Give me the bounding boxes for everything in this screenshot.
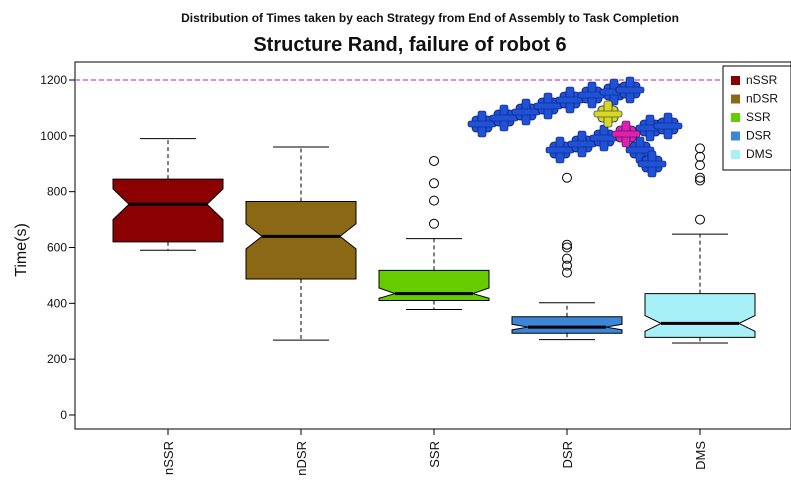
robot-module xyxy=(625,136,655,164)
module-connector xyxy=(625,146,655,154)
y-tick-label: 0 xyxy=(60,408,67,422)
outlier-point xyxy=(695,172,705,183)
outlier-point xyxy=(695,214,705,225)
y-axis: 0 200 400 600 800 1000 1200 xyxy=(40,73,75,422)
y-tick-label: 800 xyxy=(47,185,67,199)
legend-label: nSSR xyxy=(746,73,778,87)
robot-module xyxy=(653,112,683,140)
legend-swatch xyxy=(731,94,740,104)
module-connector xyxy=(567,140,597,148)
outlier-point xyxy=(695,151,705,162)
module-connector xyxy=(653,122,683,130)
module-connector xyxy=(593,110,623,118)
robot-module xyxy=(489,104,519,132)
legend-label: DMS xyxy=(746,147,773,161)
plot-area xyxy=(74,61,791,430)
legend-swatch xyxy=(731,131,740,141)
x-tick-label: DMS xyxy=(693,441,708,470)
y-tick-label: 200 xyxy=(47,352,67,366)
y-axis-label: Time(s) xyxy=(13,223,30,277)
robot-module-yellow xyxy=(593,100,623,128)
box-body xyxy=(378,269,490,302)
legend-label: DSR xyxy=(746,129,772,143)
outlier-point xyxy=(429,155,439,166)
legend-label: SSR xyxy=(746,110,771,124)
module-connector xyxy=(467,120,497,128)
y-tick-label: 1200 xyxy=(40,73,67,87)
box-body xyxy=(511,316,623,334)
module-connector xyxy=(615,86,645,94)
robot-module xyxy=(637,150,667,178)
y-tick-label: 1000 xyxy=(40,129,67,143)
box-dms xyxy=(644,143,756,344)
outlier-point xyxy=(562,253,572,264)
outlier-point xyxy=(695,160,705,171)
module-connector xyxy=(611,130,641,138)
outlier-point xyxy=(562,172,572,183)
box-ndsr xyxy=(245,146,357,341)
outlier-point xyxy=(562,267,572,278)
robot-module xyxy=(533,92,563,120)
robot-module xyxy=(555,86,585,114)
boxes xyxy=(112,138,756,344)
module-connector xyxy=(533,102,563,110)
x-tick-label: nSSR xyxy=(161,441,176,475)
outlier-point xyxy=(695,143,705,154)
robot-module xyxy=(467,110,497,138)
box-ssr xyxy=(378,155,490,310)
robot-module xyxy=(577,81,607,109)
outlier-point xyxy=(562,242,572,253)
x-tick-label: nDSR xyxy=(294,441,309,476)
outlier-point xyxy=(429,218,439,229)
outlier-point xyxy=(562,239,572,250)
legend-label: nDSR xyxy=(746,92,778,106)
outlier-point xyxy=(695,175,705,186)
robot-module xyxy=(635,114,665,142)
x-axis: nSSR nDSR SSR DSR DMS xyxy=(161,429,708,476)
y-tick-label: 400 xyxy=(47,296,67,310)
legend: nSSR nDSR SSR DSR DMS xyxy=(722,65,791,171)
outlier-point xyxy=(429,178,439,189)
box-body xyxy=(245,200,357,280)
outlier-point xyxy=(562,260,572,271)
legend-swatch xyxy=(731,76,740,85)
x-tick-label: SSR xyxy=(427,441,442,468)
outlier-point xyxy=(429,195,439,206)
box-body xyxy=(112,178,224,243)
chart-suptitle: Distribution of Times taken by each Stra… xyxy=(181,11,679,25)
box-body xyxy=(644,293,756,338)
chart-title: Structure Rand, failure of robot 6 xyxy=(253,34,566,56)
robot-module xyxy=(615,76,645,104)
robot-structure-image xyxy=(467,76,683,178)
robot-module xyxy=(511,98,541,126)
robot-module xyxy=(567,130,597,158)
robot-module-failed xyxy=(611,120,641,148)
box-nssr xyxy=(112,138,224,251)
legend-swatch xyxy=(731,150,740,159)
y-tick-label: 600 xyxy=(47,241,67,255)
x-tick-label: DSR xyxy=(560,441,575,468)
module-connector xyxy=(511,108,541,116)
box-dsr xyxy=(511,172,623,341)
legend-swatch xyxy=(731,113,740,122)
module-connector xyxy=(637,160,667,168)
module-connector xyxy=(489,114,519,122)
module-connector xyxy=(545,146,575,154)
